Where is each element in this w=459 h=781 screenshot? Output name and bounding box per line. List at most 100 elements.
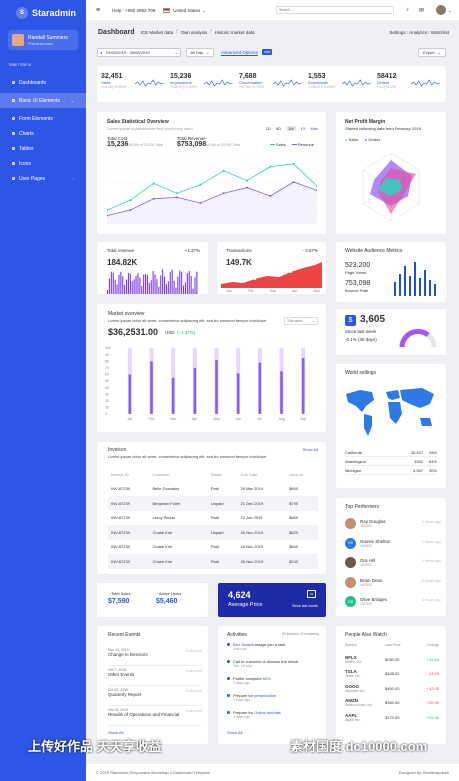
table-row[interactable]: INV-87239 Chase Kim Paid 26 Nov 2019 $240 xyxy=(108,554,318,569)
brand[interactable]: S Staradmin xyxy=(0,0,86,26)
table-cell: INV-87239 xyxy=(108,496,150,511)
table-row[interactable]: INV-87239 Benjamin Fuller Unpaid 21 Dec 201… xyxy=(108,496,318,511)
menu-icon[interactable]: ≡ xyxy=(96,6,101,14)
sidebar-item-tables[interactable]: Tables xyxy=(0,141,86,156)
sales-overview-card: Sales Statistical Overview Lorem ipsum i… xyxy=(97,112,326,234)
watch-row[interactable]: AAPL Apple Inc. $170.00 +22.36 xyxy=(345,710,439,725)
activity-link[interactable]: presentation xyxy=(254,693,277,698)
flag-icon xyxy=(163,7,171,13)
revenue-bar xyxy=(183,285,185,294)
country-select[interactable]: United States xyxy=(173,7,201,13)
since-value: 3,605 xyxy=(360,314,386,325)
watch-row[interactable]: GOOG Alphabet Inc. $450.00 +12.05 xyxy=(345,681,439,696)
advanced-options-link[interactable]: Advanced Options xyxy=(221,50,258,55)
sidebar-item-charts[interactable]: Charts xyxy=(0,126,86,141)
chevron-down-icon: ⌄ xyxy=(202,7,206,13)
topbar: ≡ Help : +050 2992 709 United States ⌄ ♪… xyxy=(86,0,459,20)
date-range-picker[interactable]: ◂ 03/02/2019 - 20/08/2019 ⌄ xyxy=(97,48,181,57)
performer-item[interactable]: OB Olive Bridges 162543 4 Hours ago xyxy=(345,592,441,612)
data-point xyxy=(246,179,248,182)
watch-row[interactable]: NFLX Netflix, Inc. $250.00 +12.64 xyxy=(345,652,439,667)
chevron-down-icon: ⌄ xyxy=(206,50,210,55)
breadcrumb-link[interactable]: Historic market data xyxy=(214,29,255,35)
bell-icon[interactable]: ♪ xyxy=(406,7,409,13)
table-cell: INV-87239 xyxy=(108,525,150,540)
period-select[interactable]: All Day ⌄ xyxy=(186,48,214,57)
event-item[interactable]: Mar 14, 2019 Change in Directors Edit even… xyxy=(108,646,202,666)
chevron-down-icon[interactable]: ⌄ xyxy=(448,7,452,13)
show-all-link[interactable]: Show All xyxy=(302,447,318,452)
stat-value: 1,553 xyxy=(308,73,326,80)
sidebar-item-basic-ui[interactable]: Basic UI Elements ⌄ xyxy=(0,93,86,108)
symbol: AAPL xyxy=(345,712,358,718)
watchlist-link[interactable]: Watchlist xyxy=(430,29,449,35)
export-button[interactable]: Export ⌄ xyxy=(418,48,446,57)
bounce-label: Bounce Rate xyxy=(345,288,369,293)
table-row[interactable]: INV-87239 Chase Kim Unpaid 26 Nov 2019 $820 xyxy=(108,525,318,540)
revenue-bar xyxy=(112,272,114,294)
show-all-link[interactable]: Show All xyxy=(108,730,124,735)
watch-row[interactable]: TSLA Tesla, Inc. $458.00 -14.93 xyxy=(345,667,439,682)
event-item[interactable]: Oct 15, 2019 Quarterly Report Edit event xyxy=(108,686,202,706)
symbol-cell: GOOG Alphabet Inc. xyxy=(345,684,385,693)
analytics-link[interactable]: Analytics xyxy=(409,29,428,35)
stat-label: Visits xyxy=(101,80,111,85)
week-select[interactable]: This week ⌄ xyxy=(284,317,318,325)
company-name: Tesla, Inc. xyxy=(345,674,361,679)
table-row[interactable]: INV-87239 Belle Gonzales Paid 29 Mar 2019 $8… xyxy=(108,482,318,497)
active-users-label: Active Users xyxy=(158,591,182,596)
market-value: $36,2531.00 xyxy=(108,327,159,337)
sidebar-item-icons[interactable]: Icons xyxy=(0,156,86,171)
range-tab[interactable]: Max xyxy=(310,126,318,131)
activity-link[interactable]: 60% xyxy=(262,676,271,681)
table-row[interactable]: INV-87239 Chase Kim Paid 26 Nov 2019 $840 xyxy=(108,540,318,555)
transactions-value: 149.7K xyxy=(226,258,252,267)
table-row[interactable]: INV-87239 Leroy Parker Paid 12 Jun 2019 $860 xyxy=(108,511,318,526)
watch-row[interactable]: AMZN Amazon.com, Inc. $350.00 +20.95 xyxy=(345,696,439,711)
data-point xyxy=(292,181,295,183)
breadcrumb-link[interactable]: Own analysis xyxy=(180,29,208,35)
activity-link[interactable]: Online tutorials xyxy=(254,710,281,715)
data-point xyxy=(199,183,202,186)
performer-item[interactable]: Ray Douglas 162543 5 Hours ago xyxy=(345,514,441,534)
user-role: Premium user xyxy=(28,40,53,46)
edit-event-link[interactable]: Edit event xyxy=(186,689,202,693)
edit-event-link[interactable]: Edit event xyxy=(186,709,202,713)
range-tab[interactable]: 1Y xyxy=(300,126,306,131)
y-tick-label: 50 xyxy=(105,379,109,383)
range-tab[interactable]: 1D xyxy=(265,126,271,131)
event-item[interactable]: Oct 7, 2018 Other Events Edit event xyxy=(108,666,202,686)
sparkline xyxy=(342,79,371,87)
show-all-link[interactable]: Show All xyxy=(227,730,243,735)
stat-sub: +14.00(+0.50%) xyxy=(101,85,127,89)
performer-item[interactable]: Ora Hill 162543 4 Hours ago xyxy=(345,553,441,573)
y-tick-label: 40 xyxy=(105,386,109,390)
x-tick-label: Jul xyxy=(257,417,262,421)
data-point xyxy=(292,162,295,165)
edit-event-link[interactable]: Edit event xyxy=(186,649,202,653)
card-title: Sales Statistical Overview xyxy=(107,119,169,125)
sidebar-item-forms[interactable]: Form Elements xyxy=(0,111,86,126)
sidebar-item-dashboards[interactable]: Dashboards xyxy=(0,75,86,90)
circle-icon xyxy=(12,177,15,180)
performer-item[interactable]: GS Gussie Shelton 162543 3 Hours ago xyxy=(345,534,441,554)
activity-link[interactable]: Ben Tossell xyxy=(233,642,254,647)
performer-item[interactable]: Brian Dean 162543 5 Hours ago xyxy=(345,573,441,593)
sidebar-item-user-pages[interactable]: User Pages › xyxy=(0,171,86,186)
user-card[interactable]: Randall Summers Premium user xyxy=(8,30,78,50)
people-list: NFLX Netflix, Inc. $250.00 +12.64 TSLA Tesla,… xyxy=(345,652,439,725)
range-tab-active[interactable]: 1M xyxy=(285,126,296,131)
search-input[interactable] xyxy=(276,6,394,14)
breadcrumb-link[interactable]: ICE Market data xyxy=(140,29,174,35)
avatar[interactable] xyxy=(436,5,446,15)
total-revenue-label: Total Revenue xyxy=(177,136,206,141)
performer-info: Brian Dean 162543 xyxy=(360,578,383,587)
edit-event-link[interactable]: Edit event xyxy=(186,669,202,673)
card-title: Invoices xyxy=(108,447,127,453)
stat-sub: +138.97(+0.54%) xyxy=(308,85,336,89)
recent-events-card: Recent Events Mar 14, 2019 Change in Dire… xyxy=(97,626,208,744)
mail-icon[interactable]: ✉ xyxy=(419,7,425,14)
range-tab[interactable]: 5D xyxy=(275,126,281,131)
settings-link[interactable]: Settings xyxy=(389,29,406,35)
event-item[interactable]: Oct 15, 2019 Results of Operations and Fi… xyxy=(108,706,202,726)
